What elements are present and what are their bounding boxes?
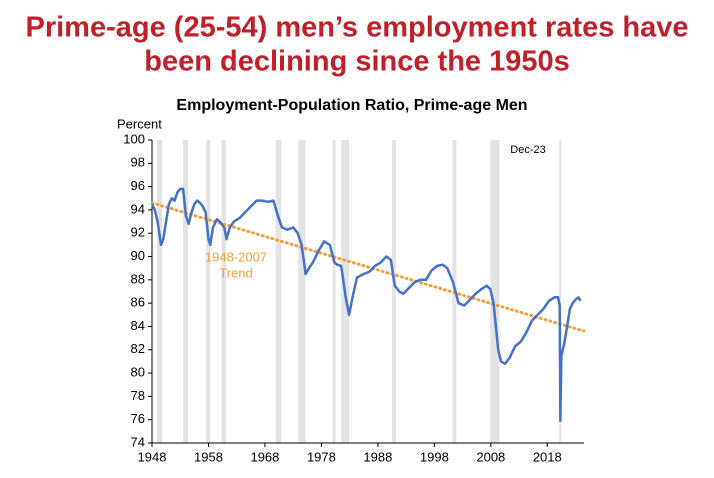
x-tick-label: 1958: [194, 449, 223, 464]
headline: been declining since the 1950s: [144, 46, 570, 78]
y-tick-label: 90: [131, 248, 145, 263]
recession-band: [559, 140, 562, 443]
recession-band: [157, 140, 163, 443]
x-tick-label: 1988: [363, 449, 392, 464]
y-tick-label: 74: [131, 434, 145, 449]
y-tick-label: 76: [131, 411, 145, 426]
trend-line: [150, 201, 586, 333]
recession-band: [332, 140, 336, 443]
recession-band: [221, 140, 226, 443]
y-tick-label: 100: [123, 131, 145, 146]
y-tick-label: 84: [131, 318, 145, 333]
y-tick-label: 94: [131, 201, 145, 216]
y-tick-label: 88: [131, 271, 145, 286]
y-tick-label: 78: [131, 388, 145, 403]
y-tick-label: 80: [131, 365, 145, 380]
y-tick-label: 98: [131, 155, 145, 170]
recession-band: [206, 140, 211, 443]
recession-band: [275, 140, 282, 443]
y-tick-label: 86: [131, 295, 145, 310]
trend-label: Trend: [219, 265, 252, 280]
trend-label: 1948-2007: [205, 249, 267, 264]
recession-band: [298, 140, 306, 443]
y-tick-label: 92: [131, 225, 145, 240]
recession-band: [392, 140, 396, 443]
data-line: [150, 187, 582, 423]
x-tick-label: 1948: [138, 449, 167, 464]
recession-band: [490, 140, 500, 443]
y-axis-label: Percent: [117, 116, 162, 131]
date-label: Dec-23: [510, 144, 545, 156]
chart-title: Employment-Population Ratio, Prime-age M…: [176, 97, 527, 114]
x-tick-label: 2018: [533, 449, 562, 464]
y-tick-label: 82: [131, 341, 145, 356]
x-tick-label: 2008: [476, 449, 505, 464]
x-tick-label: 1998: [420, 449, 449, 464]
headline: Prime-age (25-54) men’s employment rates…: [26, 12, 689, 44]
x-tick-label: 1978: [307, 449, 336, 464]
recession-band: [183, 140, 189, 443]
y-tick-label: 96: [131, 178, 145, 193]
x-tick-label: 1968: [250, 449, 279, 464]
